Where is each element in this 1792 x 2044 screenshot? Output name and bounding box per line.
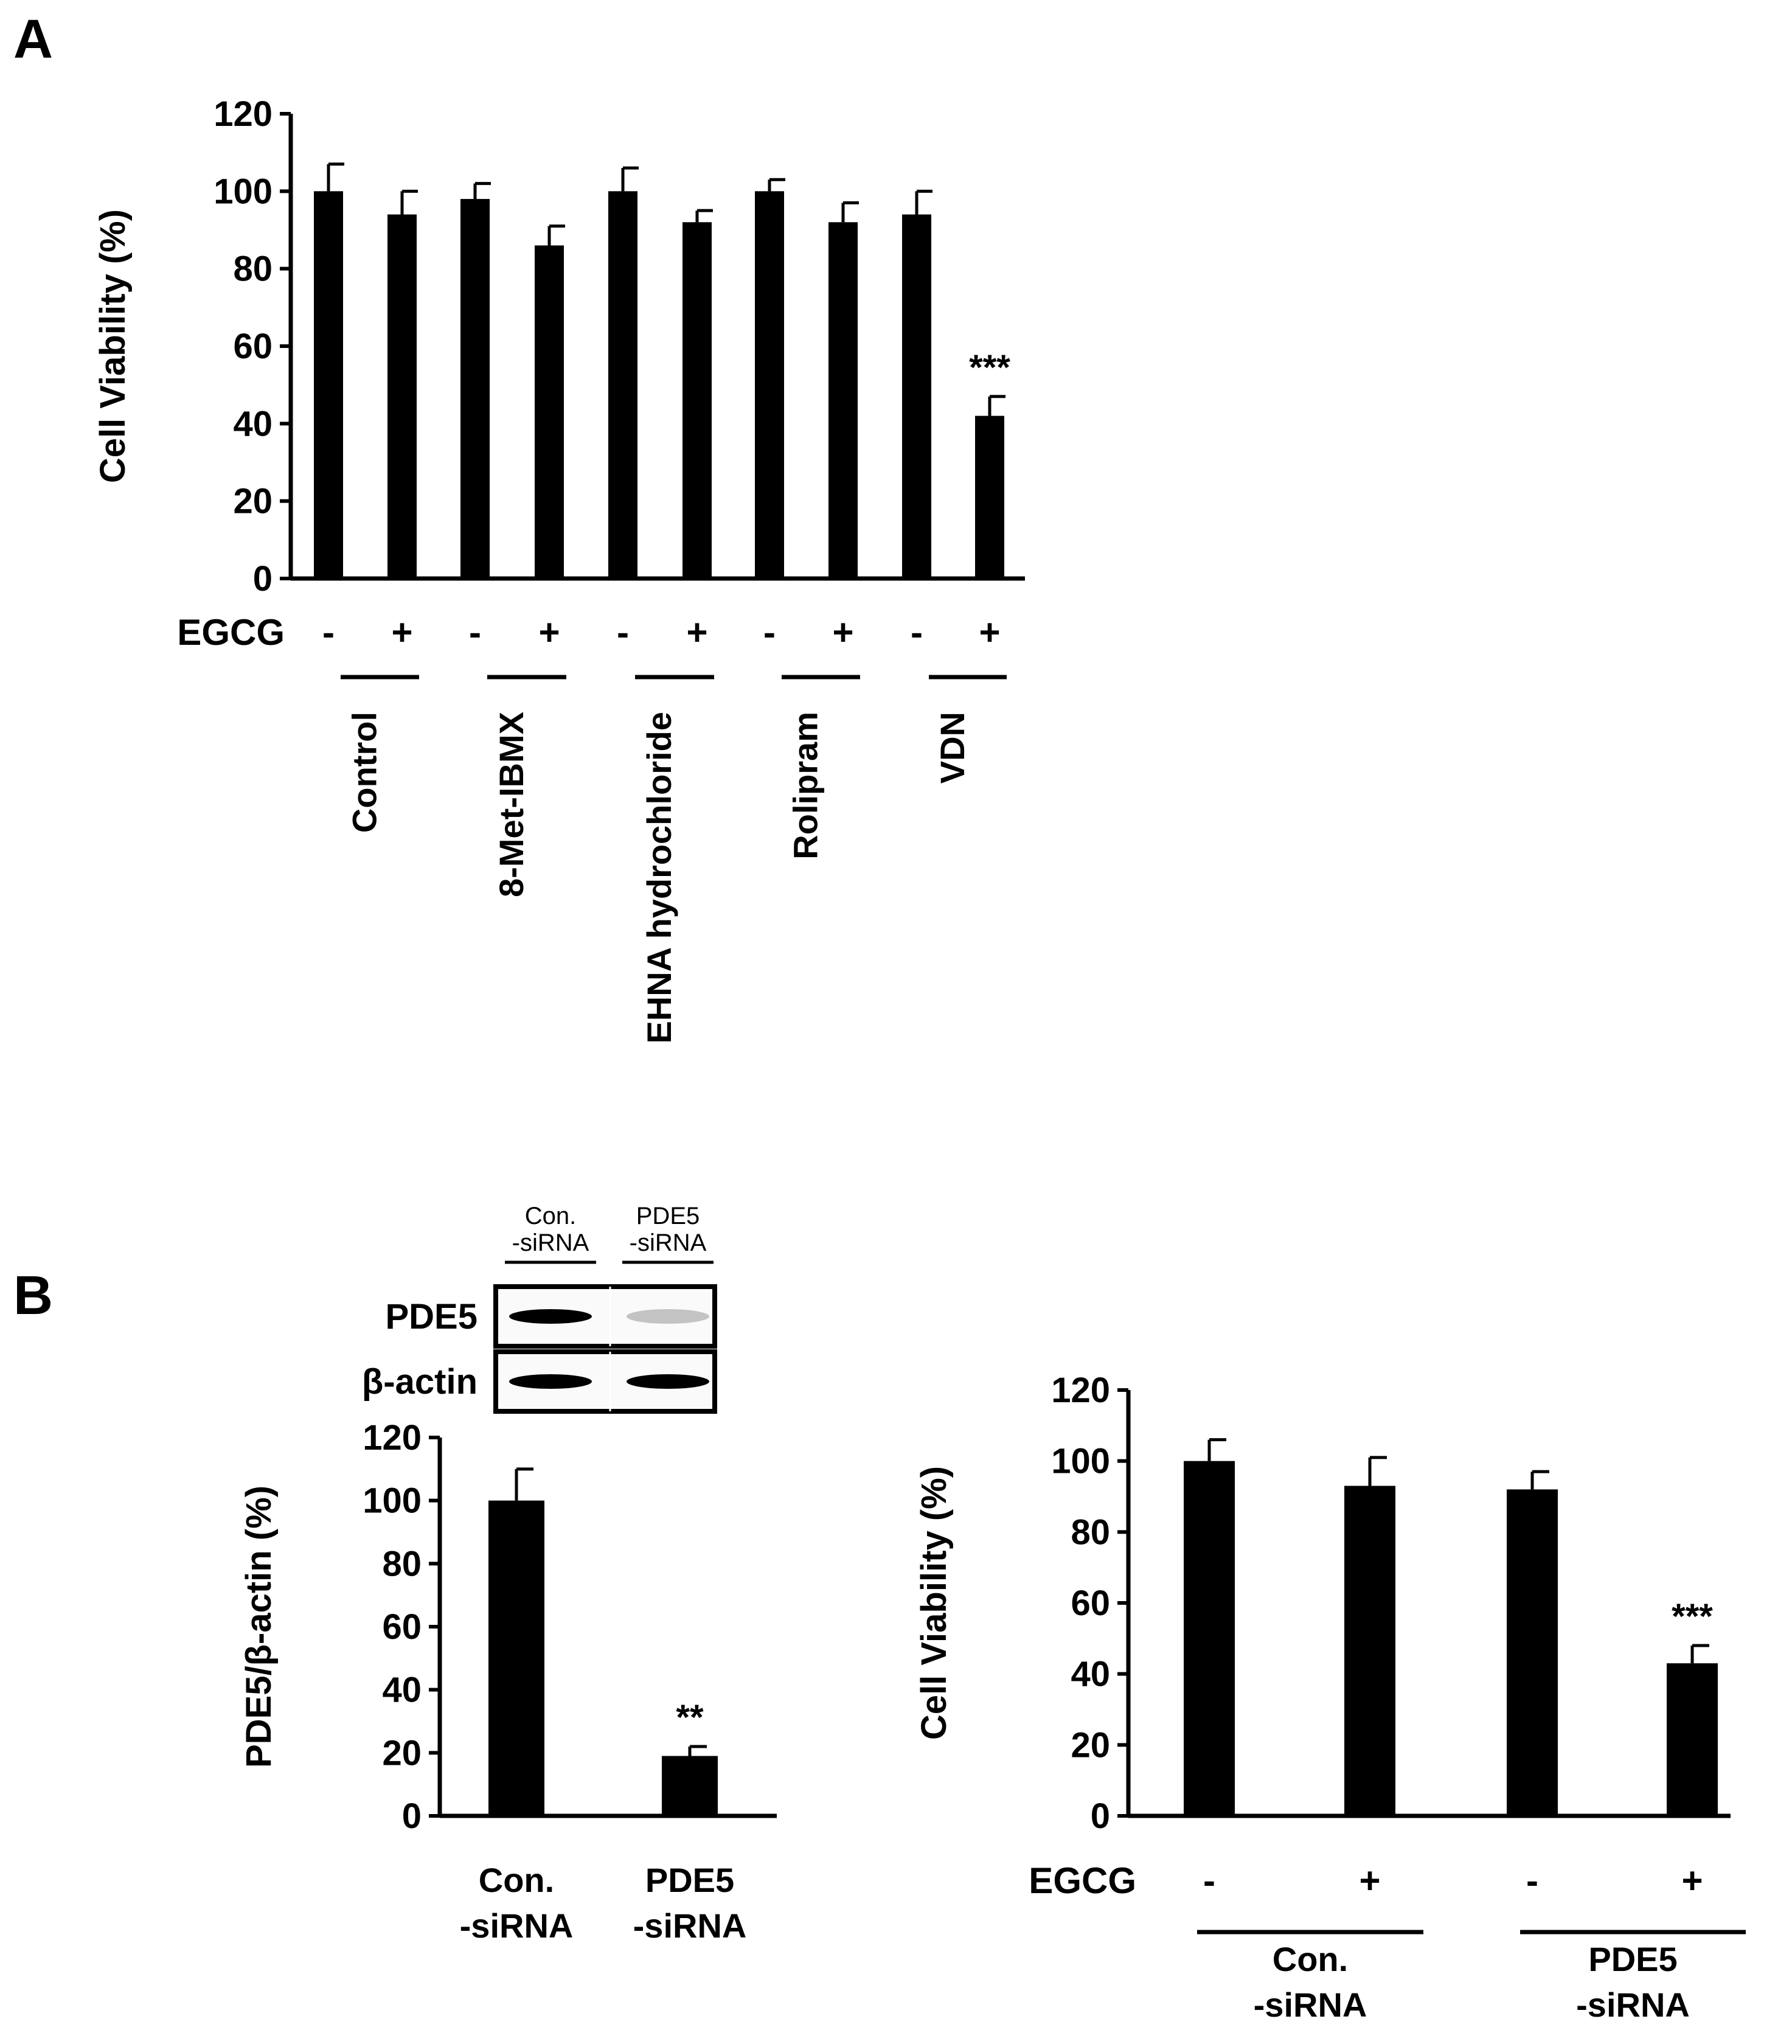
egcg-sign: - <box>763 612 776 653</box>
group-label: Con. <box>1273 1940 1348 1978</box>
egcg-row-label: EGCG <box>177 612 285 653</box>
y-tick-label: 40 <box>1071 1655 1110 1694</box>
bar <box>682 222 712 579</box>
chart-b-right: 0 20 40 60 80 100 120 Cell Viability (%) *** EGCG… <box>914 1371 1746 2024</box>
x-category-label: Con. <box>479 1861 554 1899</box>
significance-label: *** <box>969 348 1010 388</box>
x-category-label: -siRNA <box>460 1907 574 1945</box>
y-tick-label: 80 <box>233 249 273 289</box>
y-tick-label: 60 <box>1071 1583 1110 1623</box>
y-tick-label: 60 <box>382 1607 422 1647</box>
y-axis-title: Cell Viability (%) <box>93 209 133 483</box>
bar <box>535 245 564 579</box>
egcg-sign: + <box>1359 1860 1380 1901</box>
bar <box>828 222 858 579</box>
egcg-sign: - <box>322 612 335 653</box>
blot-lane-label: Con. <box>525 1203 577 1229</box>
egcg-sign: - <box>1203 1860 1215 1901</box>
x-category-label: -siRNA <box>633 1907 747 1945</box>
y-tick-label: 0 <box>253 559 273 599</box>
blot-lane-label: -siRNA <box>630 1229 707 1256</box>
y-axis-title: PDE5/β-actin (%) <box>239 1486 279 1768</box>
y-tick-label: 100 <box>363 1481 422 1521</box>
bar <box>1507 1489 1558 1816</box>
y-tick-label: 20 <box>1071 1725 1110 1765</box>
blot-lane-label: -siRNA <box>512 1229 589 1256</box>
egcg-sign: - <box>911 612 923 653</box>
bar <box>314 191 343 579</box>
blot-band <box>627 1374 709 1389</box>
blot-band <box>509 1374 592 1389</box>
group-label: EHNA hydrochloride <box>640 712 678 1044</box>
bar <box>460 199 490 579</box>
blot-lane-label: PDE5 <box>636 1203 700 1229</box>
y-tick-label: 100 <box>1051 1442 1110 1481</box>
significance-label: ** <box>676 1698 704 1737</box>
egcg-sign: + <box>538 612 560 653</box>
y-tick-label: 120 <box>1051 1371 1110 1410</box>
egcg-sign: - <box>1526 1860 1538 1901</box>
y-axis-title: Cell Viability (%) <box>914 1466 954 1740</box>
blot-band <box>627 1309 709 1324</box>
group-label: -siRNA <box>1576 1986 1690 2024</box>
significance-label: *** <box>1672 1597 1713 1636</box>
y-tick-label: 20 <box>233 482 273 521</box>
y-tick-label: 20 <box>382 1733 422 1773</box>
egcg-sign: + <box>391 612 412 653</box>
chart-b-left: 0 20 40 60 80 100 120 PDE5/β-actin (%) ** Con. -si… <box>239 1418 777 1945</box>
y-tick-label: 60 <box>233 327 273 366</box>
group-label: PDE5 <box>1588 1940 1677 1978</box>
y-tick-label: 120 <box>214 94 273 134</box>
bar <box>975 415 1004 579</box>
bar <box>387 214 417 579</box>
blot-row-label: PDE5 <box>385 1297 478 1337</box>
egcg-row-label: EGCG <box>1029 1860 1136 1901</box>
egcg-sign: + <box>979 612 1000 653</box>
group-label: Control <box>346 712 384 833</box>
panel-label-a: A <box>13 9 53 70</box>
bar <box>488 1500 544 1816</box>
x-category-label: PDE5 <box>645 1861 734 1899</box>
bar <box>1184 1461 1235 1816</box>
bar <box>1344 1486 1395 1816</box>
bar <box>755 191 784 579</box>
bar <box>608 191 637 579</box>
chart-a: 0 20 40 60 80 100 120 Cell Viability (%) *** EGCG… <box>93 94 1025 1044</box>
group-label: VDN <box>933 712 971 784</box>
y-tick-label: 0 <box>402 1796 422 1836</box>
bar <box>662 1756 718 1816</box>
egcg-sign: + <box>832 612 853 653</box>
blot-row-label: β-actin <box>362 1362 478 1402</box>
group-label: -siRNA <box>1254 1986 1367 2024</box>
bar <box>902 214 931 579</box>
y-tick-label: 40 <box>382 1670 422 1710</box>
bar <box>1667 1663 1718 1816</box>
y-tick-label: 80 <box>1071 1512 1110 1552</box>
y-tick-label: 40 <box>233 404 273 443</box>
y-tick-label: 120 <box>363 1418 422 1458</box>
blot-band <box>509 1309 592 1324</box>
y-tick-label: 80 <box>382 1544 422 1583</box>
egcg-sign: - <box>469 612 481 653</box>
group-label: 8-Met-IBMX <box>492 712 530 897</box>
y-tick-label: 100 <box>214 172 273 211</box>
group-label: Rolipram <box>787 712 825 860</box>
egcg-sign: + <box>686 612 707 653</box>
y-tick-label: 0 <box>1091 1796 1110 1836</box>
panel-label-b: B <box>13 1265 53 1326</box>
egcg-sign: - <box>617 612 629 653</box>
egcg-sign: + <box>1681 1860 1703 1901</box>
